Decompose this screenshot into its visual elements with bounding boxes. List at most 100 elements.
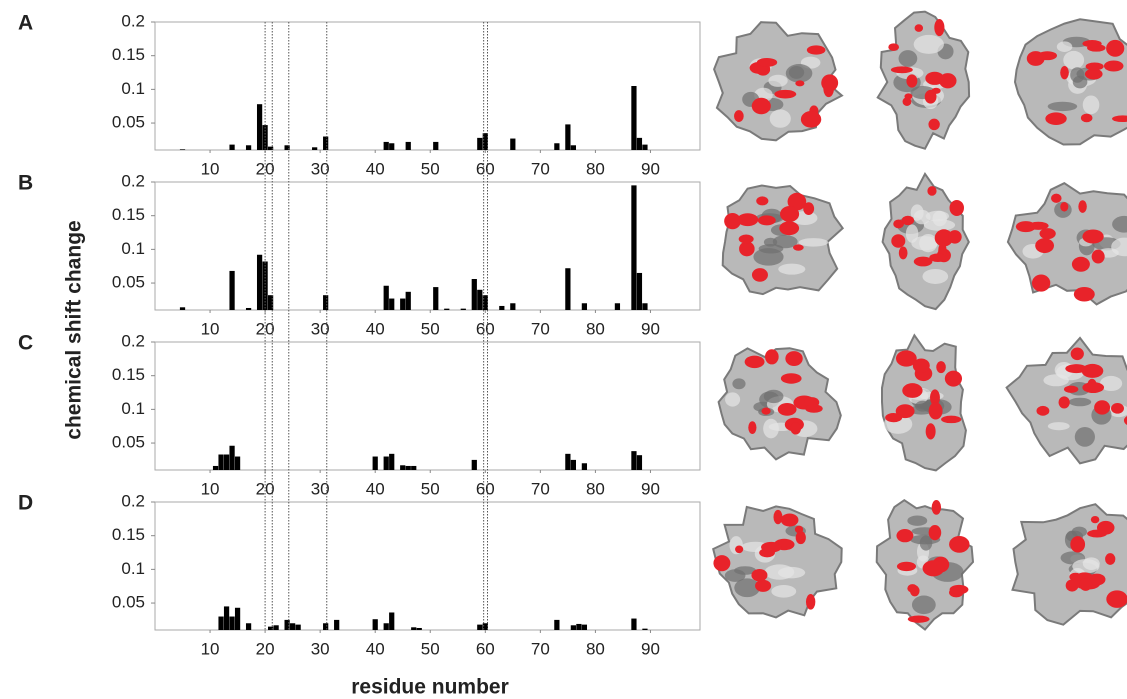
- binding-patch: [1103, 60, 1124, 72]
- bar: [477, 137, 483, 150]
- bar: [383, 456, 389, 470]
- surface-shade: [769, 109, 791, 128]
- surface-shade: [910, 204, 924, 221]
- bar: [510, 303, 516, 310]
- bar: [433, 141, 439, 150]
- surface-shade: [1074, 426, 1095, 447]
- binding-patch: [1039, 228, 1056, 240]
- bar: [229, 616, 235, 630]
- binding-patch: [931, 500, 942, 515]
- bar: [642, 628, 648, 630]
- panel-label: C: [18, 332, 33, 355]
- binding-patch: [765, 349, 779, 365]
- y-tick-label: 0.05: [112, 113, 145, 132]
- binding-patch: [1058, 396, 1070, 409]
- bar: [284, 145, 290, 150]
- bar: [471, 459, 477, 470]
- bar: [636, 455, 643, 470]
- binding-patch: [803, 202, 815, 215]
- x-tick-label: 40: [366, 639, 385, 658]
- binding-patch: [948, 230, 962, 244]
- binding-patch: [902, 383, 923, 398]
- surface-shade: [911, 595, 936, 615]
- x-tick-label: 60: [476, 479, 495, 498]
- bar: [334, 619, 340, 630]
- x-tick-label: 50: [421, 319, 440, 338]
- bar: [614, 303, 621, 310]
- binding-patch: [1078, 200, 1087, 213]
- x-tick-label: 20: [256, 639, 275, 658]
- binding-patch: [949, 536, 970, 553]
- bar: [554, 619, 560, 630]
- binding-patch: [949, 584, 969, 595]
- binding-patch: [901, 215, 915, 226]
- bar: [223, 454, 230, 470]
- y-axis-title: chemical shift change: [63, 220, 86, 439]
- binding-patch: [773, 509, 783, 525]
- binding-patch: [1082, 229, 1104, 244]
- x-tick-label: 50: [421, 639, 440, 658]
- bar: [444, 308, 450, 310]
- x-tick-label: 80: [586, 159, 605, 178]
- surface-shade: [1063, 50, 1085, 70]
- bar: [267, 626, 274, 630]
- binding-patch: [936, 361, 946, 374]
- bar: [383, 141, 389, 150]
- binding-patch: [724, 213, 741, 230]
- binding-patch: [1123, 415, 1127, 426]
- binding-patch: [738, 234, 754, 244]
- x-tick-label: 70: [531, 479, 550, 498]
- binding-patch: [795, 531, 806, 545]
- binding-patch: [909, 585, 920, 597]
- binding-patch: [888, 43, 900, 51]
- binding-patch: [893, 219, 905, 229]
- binding-patch: [896, 561, 917, 572]
- binding-patch: [780, 373, 802, 384]
- bar: [372, 456, 378, 470]
- binding-patch: [949, 199, 964, 216]
- binding-patch: [1051, 193, 1062, 203]
- surface-shade: [1070, 67, 1085, 83]
- bar: [482, 133, 488, 150]
- binding-patch: [1084, 68, 1103, 80]
- x-tick-label: 40: [366, 319, 385, 338]
- binding-patch: [806, 45, 826, 55]
- bar: [229, 270, 235, 310]
- binding-patch: [1070, 347, 1084, 361]
- surface-shade: [1099, 375, 1123, 392]
- bar: [218, 616, 224, 630]
- binding-patch: [737, 213, 759, 227]
- bar: [262, 261, 268, 310]
- plot-frame: [154, 501, 701, 631]
- bar: [405, 291, 411, 310]
- binding-patch: [1079, 578, 1093, 591]
- surface-shade: [788, 66, 805, 79]
- bar: [411, 627, 417, 630]
- binding-patch: [756, 196, 769, 206]
- bar: [323, 136, 329, 150]
- x-tick-label: 10: [201, 639, 220, 658]
- x-tick-label: 80: [586, 639, 605, 658]
- surface-shade: [898, 50, 918, 67]
- binding-patch: [907, 615, 930, 623]
- surface-shade: [922, 268, 949, 284]
- binding-patch: [934, 229, 954, 247]
- binding-patch: [1031, 274, 1051, 292]
- binding-patch: [823, 79, 834, 98]
- x-tick-label: 80: [586, 319, 605, 338]
- bar: [482, 295, 488, 310]
- surface-shade: [734, 578, 761, 598]
- panel-label: A: [18, 12, 33, 35]
- surface-shade: [724, 569, 746, 582]
- binding-patch: [1037, 51, 1058, 61]
- binding-patch: [944, 370, 963, 387]
- binding-patch: [734, 110, 744, 123]
- surface-shade: [911, 236, 939, 251]
- bar: [245, 307, 252, 310]
- x-tick-label: 10: [201, 159, 220, 178]
- y-tick-label: 0.1: [121, 239, 145, 258]
- binding-patch: [761, 541, 782, 553]
- bar: [179, 307, 186, 310]
- binding-patch: [939, 73, 957, 89]
